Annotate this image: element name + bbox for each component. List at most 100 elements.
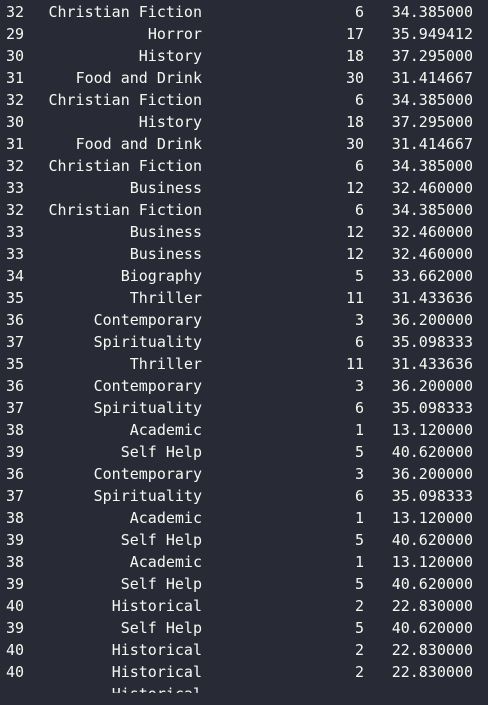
output-row: 33 Business 12 32.460000 (0, 177, 488, 199)
count-cell: 5 (354, 267, 364, 285)
count-cell (300, 683, 364, 693)
output-row: 35 Thriller 11 31.433636 (0, 353, 488, 375)
value-cell: 31.433636 (391, 289, 473, 307)
value-cell: 36.200000 (391, 465, 473, 483)
value-cell: 32.460000 (391, 179, 473, 197)
genre-cell: Historical (111, 641, 202, 659)
genre-cell: History (138, 113, 202, 131)
row-index: 39 (6, 575, 25, 593)
output-row: 37 Spirituality 6 35.098333 (0, 485, 488, 507)
count-cell: 6 (354, 91, 364, 109)
output-row: 39 Self Help 5 40.620000 (0, 529, 488, 551)
output-row: 31 Food and Drink 30 31.414667 (0, 133, 488, 155)
genre-cell: Business (129, 179, 202, 197)
row-index: 30 (6, 47, 25, 65)
genre-cell: Academic (129, 421, 202, 439)
row-index: 39 (6, 443, 25, 461)
count-cell: 5 (354, 443, 364, 461)
genre-cell: Business (129, 223, 202, 241)
row-index: 32 (6, 3, 25, 21)
genre-cell: Academic (129, 509, 202, 527)
genre-cell: Food and Drink (75, 135, 202, 153)
genre-cell: Contemporary (93, 311, 202, 329)
value-cell: 37.295000 (391, 47, 473, 65)
output-row: 40 Historical 2 22.830000 (0, 595, 488, 617)
output-row: 32 Christian Fiction 6 34.385000 (0, 89, 488, 111)
genre-cell: Horror (147, 25, 202, 43)
output-row: Historical (0, 683, 488, 703)
row-index: 38 (6, 553, 25, 571)
row-index: 39 (6, 531, 25, 549)
row-index: 30 (6, 113, 25, 131)
output-row: 39 Self Help 5 40.620000 (0, 617, 488, 639)
value-cell (370, 683, 473, 693)
output-row: 36 Contemporary 3 36.200000 (0, 375, 488, 397)
genre-cell: Self Help (120, 575, 202, 593)
value-cell: 31.433636 (391, 355, 473, 373)
count-cell: 6 (354, 487, 364, 505)
output-row: 37 Spirituality 6 35.098333 (0, 331, 488, 353)
count-cell: 1 (354, 421, 364, 439)
value-cell: 33.662000 (391, 267, 473, 285)
value-cell: 22.830000 (391, 663, 473, 681)
count-cell: 2 (354, 641, 364, 659)
row-index: 31 (6, 135, 25, 153)
row-index: 38 (6, 421, 25, 439)
value-cell: 35.098333 (391, 487, 473, 505)
output-row: 39 Self Help 5 40.620000 (0, 441, 488, 463)
value-cell: 13.120000 (391, 553, 473, 571)
row-index: 38 (6, 509, 25, 527)
count-cell: 11 (345, 355, 364, 373)
output-row: 40 Historical 2 22.830000 (0, 639, 488, 661)
row-index: 36 (6, 377, 25, 395)
row-index: 29 (6, 25, 25, 43)
value-cell: 34.385000 (391, 201, 473, 219)
count-cell: 17 (345, 25, 364, 43)
genre-cell: Historical (111, 685, 202, 703)
value-cell: 36.200000 (391, 377, 473, 395)
genre-cell: Food and Drink (75, 69, 202, 87)
count-cell: 1 (354, 509, 364, 527)
genre-cell: Christian Fiction (48, 201, 202, 219)
row-index: 39 (6, 619, 25, 637)
count-cell: 11 (345, 289, 364, 307)
row-index: 31 (6, 69, 25, 87)
genre-cell: Academic (129, 553, 202, 571)
output-row: 36 Contemporary 3 36.200000 (0, 463, 488, 485)
value-cell: 13.120000 (391, 509, 473, 527)
value-cell: 31.414667 (391, 69, 473, 87)
row-index: 32 (6, 201, 25, 219)
genre-cell: Spirituality (93, 399, 202, 417)
count-cell: 12 (345, 245, 364, 263)
value-cell: 13.120000 (391, 421, 473, 439)
output-row: 33 Business 12 32.460000 (0, 221, 488, 243)
value-cell: 34.385000 (391, 3, 473, 21)
count-cell: 18 (345, 113, 364, 131)
output-row: 29 Horror 17 35.949412 (0, 23, 488, 45)
genre-cell: Spirituality (93, 333, 202, 351)
row-index: 35 (6, 289, 25, 307)
value-cell: 35.949412 (391, 25, 473, 43)
genre-cell: Self Help (120, 443, 202, 461)
row-index: 33 (6, 245, 25, 263)
genre-cell: Christian Fiction (48, 91, 202, 109)
value-cell: 31.414667 (391, 135, 473, 153)
count-cell: 2 (354, 597, 364, 615)
output-row: 32 Christian Fiction 6 34.385000 (0, 155, 488, 177)
row-index: 33 (6, 223, 25, 241)
genre-cell: Thriller (129, 289, 202, 307)
genre-cell: Christian Fiction (48, 3, 202, 21)
value-cell: 37.295000 (391, 113, 473, 131)
output-row: 40 Historical 2 22.830000 (0, 661, 488, 683)
row-index: 37 (6, 333, 25, 351)
value-cell: 40.620000 (391, 443, 473, 461)
output-row: 30 History 18 37.295000 (0, 45, 488, 67)
genre-cell: Self Help (120, 619, 202, 637)
genre-cell: Business (129, 245, 202, 263)
count-cell: 6 (354, 157, 364, 175)
genre-cell: Biography (120, 267, 202, 285)
output-row: 32 Christian Fiction 6 34.385000 (0, 1, 488, 23)
output-row: 36 Contemporary 3 36.200000 (0, 309, 488, 331)
output-row: 34 Biography 5 33.662000 (0, 265, 488, 287)
